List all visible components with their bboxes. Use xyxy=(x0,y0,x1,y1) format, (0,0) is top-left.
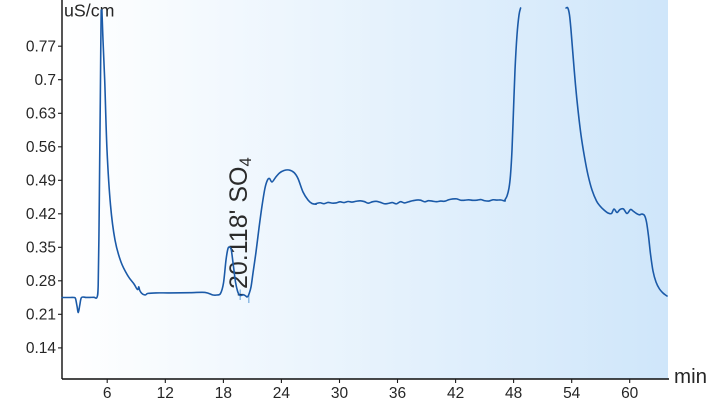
svg-text:12: 12 xyxy=(157,385,174,402)
svg-text:0.35: 0.35 xyxy=(26,240,56,257)
svg-text:0.28: 0.28 xyxy=(26,273,56,290)
svg-text:0.63: 0.63 xyxy=(26,106,56,123)
svg-text:48: 48 xyxy=(505,385,522,402)
svg-text:30: 30 xyxy=(331,385,349,402)
svg-text:min: min xyxy=(674,365,707,388)
svg-text:24: 24 xyxy=(273,385,291,402)
svg-text:20.118' SO4: 20.118' SO4 xyxy=(225,157,255,289)
svg-text:54: 54 xyxy=(563,385,581,402)
svg-text:36: 36 xyxy=(389,385,406,402)
svg-text:60: 60 xyxy=(621,385,639,402)
svg-text:0.21: 0.21 xyxy=(26,307,56,324)
svg-text:0.49: 0.49 xyxy=(26,173,56,190)
svg-text:0.56: 0.56 xyxy=(26,139,56,156)
svg-text:18: 18 xyxy=(215,385,232,402)
svg-text:0.7: 0.7 xyxy=(34,72,56,89)
svg-text:0.14: 0.14 xyxy=(26,340,57,357)
svg-text:0.77: 0.77 xyxy=(26,39,56,56)
svg-text:6: 6 xyxy=(103,385,112,402)
svg-text:0.42: 0.42 xyxy=(26,206,56,223)
svg-text:42: 42 xyxy=(447,385,464,402)
svg-text:uS/cm: uS/cm xyxy=(64,1,114,21)
